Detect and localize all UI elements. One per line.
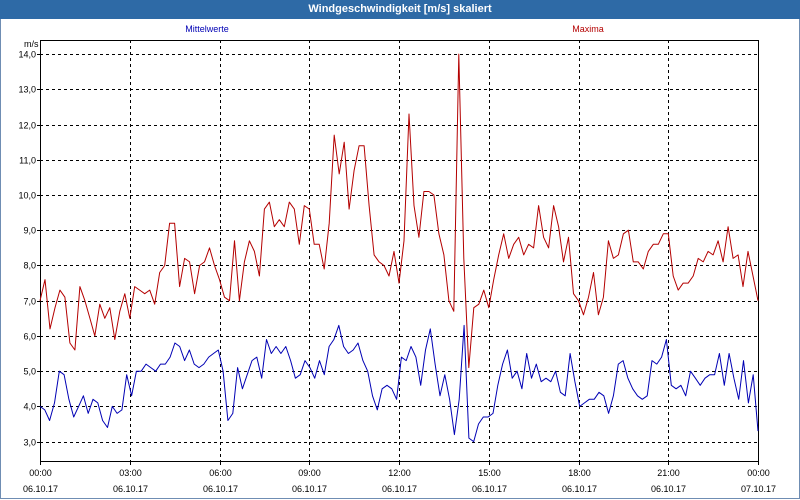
x-tick-time-label: 21:00 xyxy=(657,468,680,478)
y-tick-labels: 3,0 4,0 5,0 6,0 7,0 8,0 9,0 10,0 11,0 12,0 13,0 14,… xyxy=(18,50,36,448)
x-tick-date-label: 06.10.17 xyxy=(292,484,327,494)
y-tick-label: 13,0 xyxy=(18,85,36,95)
x-tick-date-label: 06.10.17 xyxy=(203,484,238,494)
legend-mittelwerte: Mittelwerte xyxy=(185,24,229,34)
series-layer xyxy=(39,53,759,443)
y-tick-label: 14,0 xyxy=(18,50,36,60)
x-tick-date-label: 06.10.17 xyxy=(562,484,597,494)
y-tick-label: 6,0 xyxy=(23,332,36,342)
y-tick-label: 5,0 xyxy=(23,367,36,377)
x-tick-date-label: 06.10.17 xyxy=(113,484,148,494)
legend-maxima: Maxima xyxy=(572,24,604,34)
y-tick-label: 10,0 xyxy=(18,191,36,201)
series-line-mittelwerte xyxy=(39,324,759,443)
y-tick-label: 7,0 xyxy=(23,297,36,307)
wind-speed-chart: m/s 3,0 4,0 5,0 6,0 7,0 8,0 9,0 10,0 11,0 12,0 13,… xyxy=(18,24,776,494)
x-tick-time-label: 12:00 xyxy=(388,468,411,478)
y-tick-label: 3,0 xyxy=(23,438,36,448)
x-tick-date-label: 06.10.17 xyxy=(382,484,417,494)
y-tick-label: 4,0 xyxy=(23,402,36,412)
y-tick-label: 9,0 xyxy=(23,226,36,236)
y-axis-label: m/s xyxy=(24,39,39,49)
x-tick-time-label: 03:00 xyxy=(119,468,142,478)
legend: Mittelwerte Maxima xyxy=(185,24,604,34)
y-tick-label: 8,0 xyxy=(23,261,36,271)
x-tick-date-label: 06.10.17 xyxy=(23,484,58,494)
x-tick-time-label: 15:00 xyxy=(478,468,501,478)
x-tick-time-label: 09:00 xyxy=(298,468,321,478)
x-tick-time-label: 00:00 xyxy=(29,468,52,478)
grid-layer xyxy=(37,40,759,465)
plot-border xyxy=(40,40,759,462)
window-title: Windgeschwindigkeit [m/s] skaliert xyxy=(0,0,800,19)
y-tick-label: 11,0 xyxy=(19,156,36,166)
x-tick-date-label: 07.10.17 xyxy=(741,484,776,494)
x-tick-date-label: 06.10.17 xyxy=(651,484,686,494)
series-line-maxima xyxy=(39,53,759,369)
x-tick-time-label: 06:00 xyxy=(209,468,232,478)
x-tick-labels: 00:00 06.10.17 03:00 06.10.17 06:00 06.10.17 0… xyxy=(23,468,776,494)
x-tick-time-label: 00:00 xyxy=(747,468,770,478)
y-tick-label: 12,0 xyxy=(18,121,36,131)
x-tick-time-label: 18:00 xyxy=(568,468,591,478)
x-tick-date-label: 06.10.17 xyxy=(472,484,507,494)
